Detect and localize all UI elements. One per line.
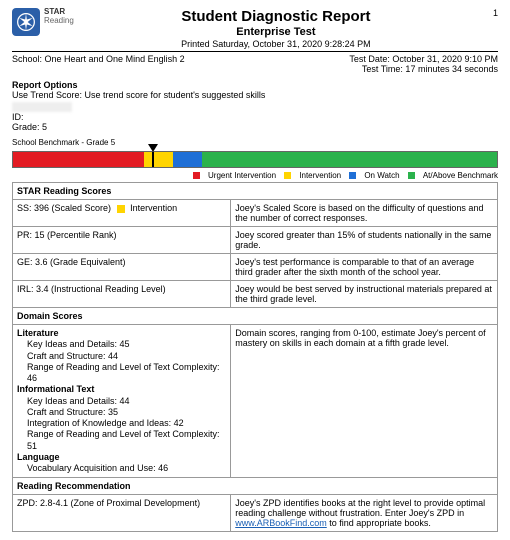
domain-item: Vocabulary Acquisition and Use: 46 [17, 463, 226, 474]
info-row: School: One Heart and One Mind English 2… [12, 54, 498, 64]
arbookfind-link[interactable]: www.ARBookFind.com [235, 518, 327, 528]
domain-item: Range of Reading and Level of Text Compl… [17, 429, 226, 452]
legend-urgent: Urgent Intervention [208, 171, 276, 180]
benchmark-label: School Benchmark - Grade 5 [12, 138, 498, 147]
zpd-desc-post: to find appropriate books. [327, 518, 431, 528]
benchmark-segment [173, 152, 202, 167]
ge-label: GE: 3.6 (Grade Equivalent) [13, 254, 231, 281]
domain-item: Integration of Knowledge and Ideas: 42 [17, 418, 226, 429]
domain-list: Literature Key Ideas and Details: 45 Cra… [13, 325, 231, 478]
legend-atabove: At/Above Benchmark [423, 171, 498, 180]
irl-desc: Joey would be best served by instruction… [231, 281, 498, 308]
ss-label: SS: 396 (Scaled Score) [17, 203, 111, 213]
legend-onwatch: On Watch [364, 171, 399, 180]
title-block: Student Diagnostic Report Enterprise Tes… [74, 8, 478, 49]
domain-item: Craft and Structure: 35 [17, 407, 226, 418]
report-subtitle: Enterprise Test [74, 26, 478, 38]
benchmark-segment [144, 152, 173, 167]
report-options-head: Report Options [12, 80, 498, 90]
student-name-redacted [12, 102, 72, 112]
scores-head: STAR Reading Scores [13, 183, 498, 200]
brand-text: STAR Reading [44, 8, 74, 26]
legend-swatch-onwatch [349, 172, 356, 179]
domain-cat-lit: Literature [17, 328, 226, 339]
legend-swatch-atabove [408, 172, 415, 179]
domain-item: Key Ideas and Details: 44 [17, 396, 226, 407]
report-options-text: Use Trend Score: Use trend score for stu… [12, 90, 498, 100]
printed-line: Printed Saturday, October 31, 2020 9:28:… [74, 39, 478, 49]
pr-desc: Joey scored greater than 15% of students… [231, 227, 498, 254]
benchmark-segment [13, 152, 144, 167]
domain-head: Domain Scores [13, 308, 498, 325]
domain-item: Key Ideas and Details: 45 [17, 339, 226, 350]
divider [12, 51, 498, 52]
star-logo-icon [12, 8, 40, 36]
school-label: School: One Heart and One Mind English 2 [12, 54, 185, 64]
benchmark-marker-icon [148, 144, 158, 152]
domain-cat-info: Informational Text [17, 384, 226, 395]
rec-head: Reading Recommendation [13, 478, 498, 495]
benchmark-marker-line [152, 152, 154, 167]
legend-intervention: Intervention [299, 171, 341, 180]
scores-table: STAR Reading Scores SS: 396 (Scaled Scor… [12, 182, 498, 532]
test-time: Test Time: 17 minutes 34 seconds [362, 64, 498, 74]
ss-desc: Joey's Scaled Score is based on the diff… [231, 200, 498, 227]
brand-line2: Reading [44, 17, 74, 26]
ss-swatch-icon [117, 205, 125, 213]
zpd-desc: Joey's ZPD identifies books at the right… [231, 495, 498, 532]
info-row-2: Test Time: 17 minutes 34 seconds [12, 64, 498, 74]
ss-cell: SS: 396 (Scaled Score) Intervention [13, 200, 231, 227]
report-title: Student Diagnostic Report [74, 8, 478, 25]
zpd-label: ZPD: 2.8-4.1 (Zone of Proximal Developme… [13, 495, 231, 532]
legend-swatch-intervention [284, 172, 291, 179]
report-header: STAR Reading Student Diagnostic Report E… [12, 8, 498, 49]
test-date: Test Date: October 31, 2020 9:10 PM [349, 54, 498, 64]
ge-desc: Joey's test performance is comparable to… [231, 254, 498, 281]
benchmark-bar [12, 151, 498, 168]
page-number: 1 [478, 8, 498, 18]
student-id: ID: [12, 112, 498, 122]
domain-desc: Domain scores, ranging from 0-100, estim… [231, 325, 498, 478]
domain-cat-lang: Language [17, 452, 226, 463]
domain-item: Range of Reading and Level of Text Compl… [17, 362, 226, 385]
zpd-desc-pre: Joey's ZPD identifies books at the right… [235, 498, 485, 518]
legend-swatch-urgent [193, 172, 200, 179]
student-grade: Grade: 5 [12, 122, 498, 132]
irl-label: IRL: 3.4 (Instructional Reading Level) [13, 281, 231, 308]
ss-tag: Intervention [130, 203, 177, 213]
domain-item: Craft and Structure: 44 [17, 351, 226, 362]
benchmark-segment [202, 152, 497, 167]
benchmark-legend: Urgent Intervention Intervention On Watc… [12, 171, 498, 180]
pr-label: PR: 15 (Percentile Rank) [13, 227, 231, 254]
